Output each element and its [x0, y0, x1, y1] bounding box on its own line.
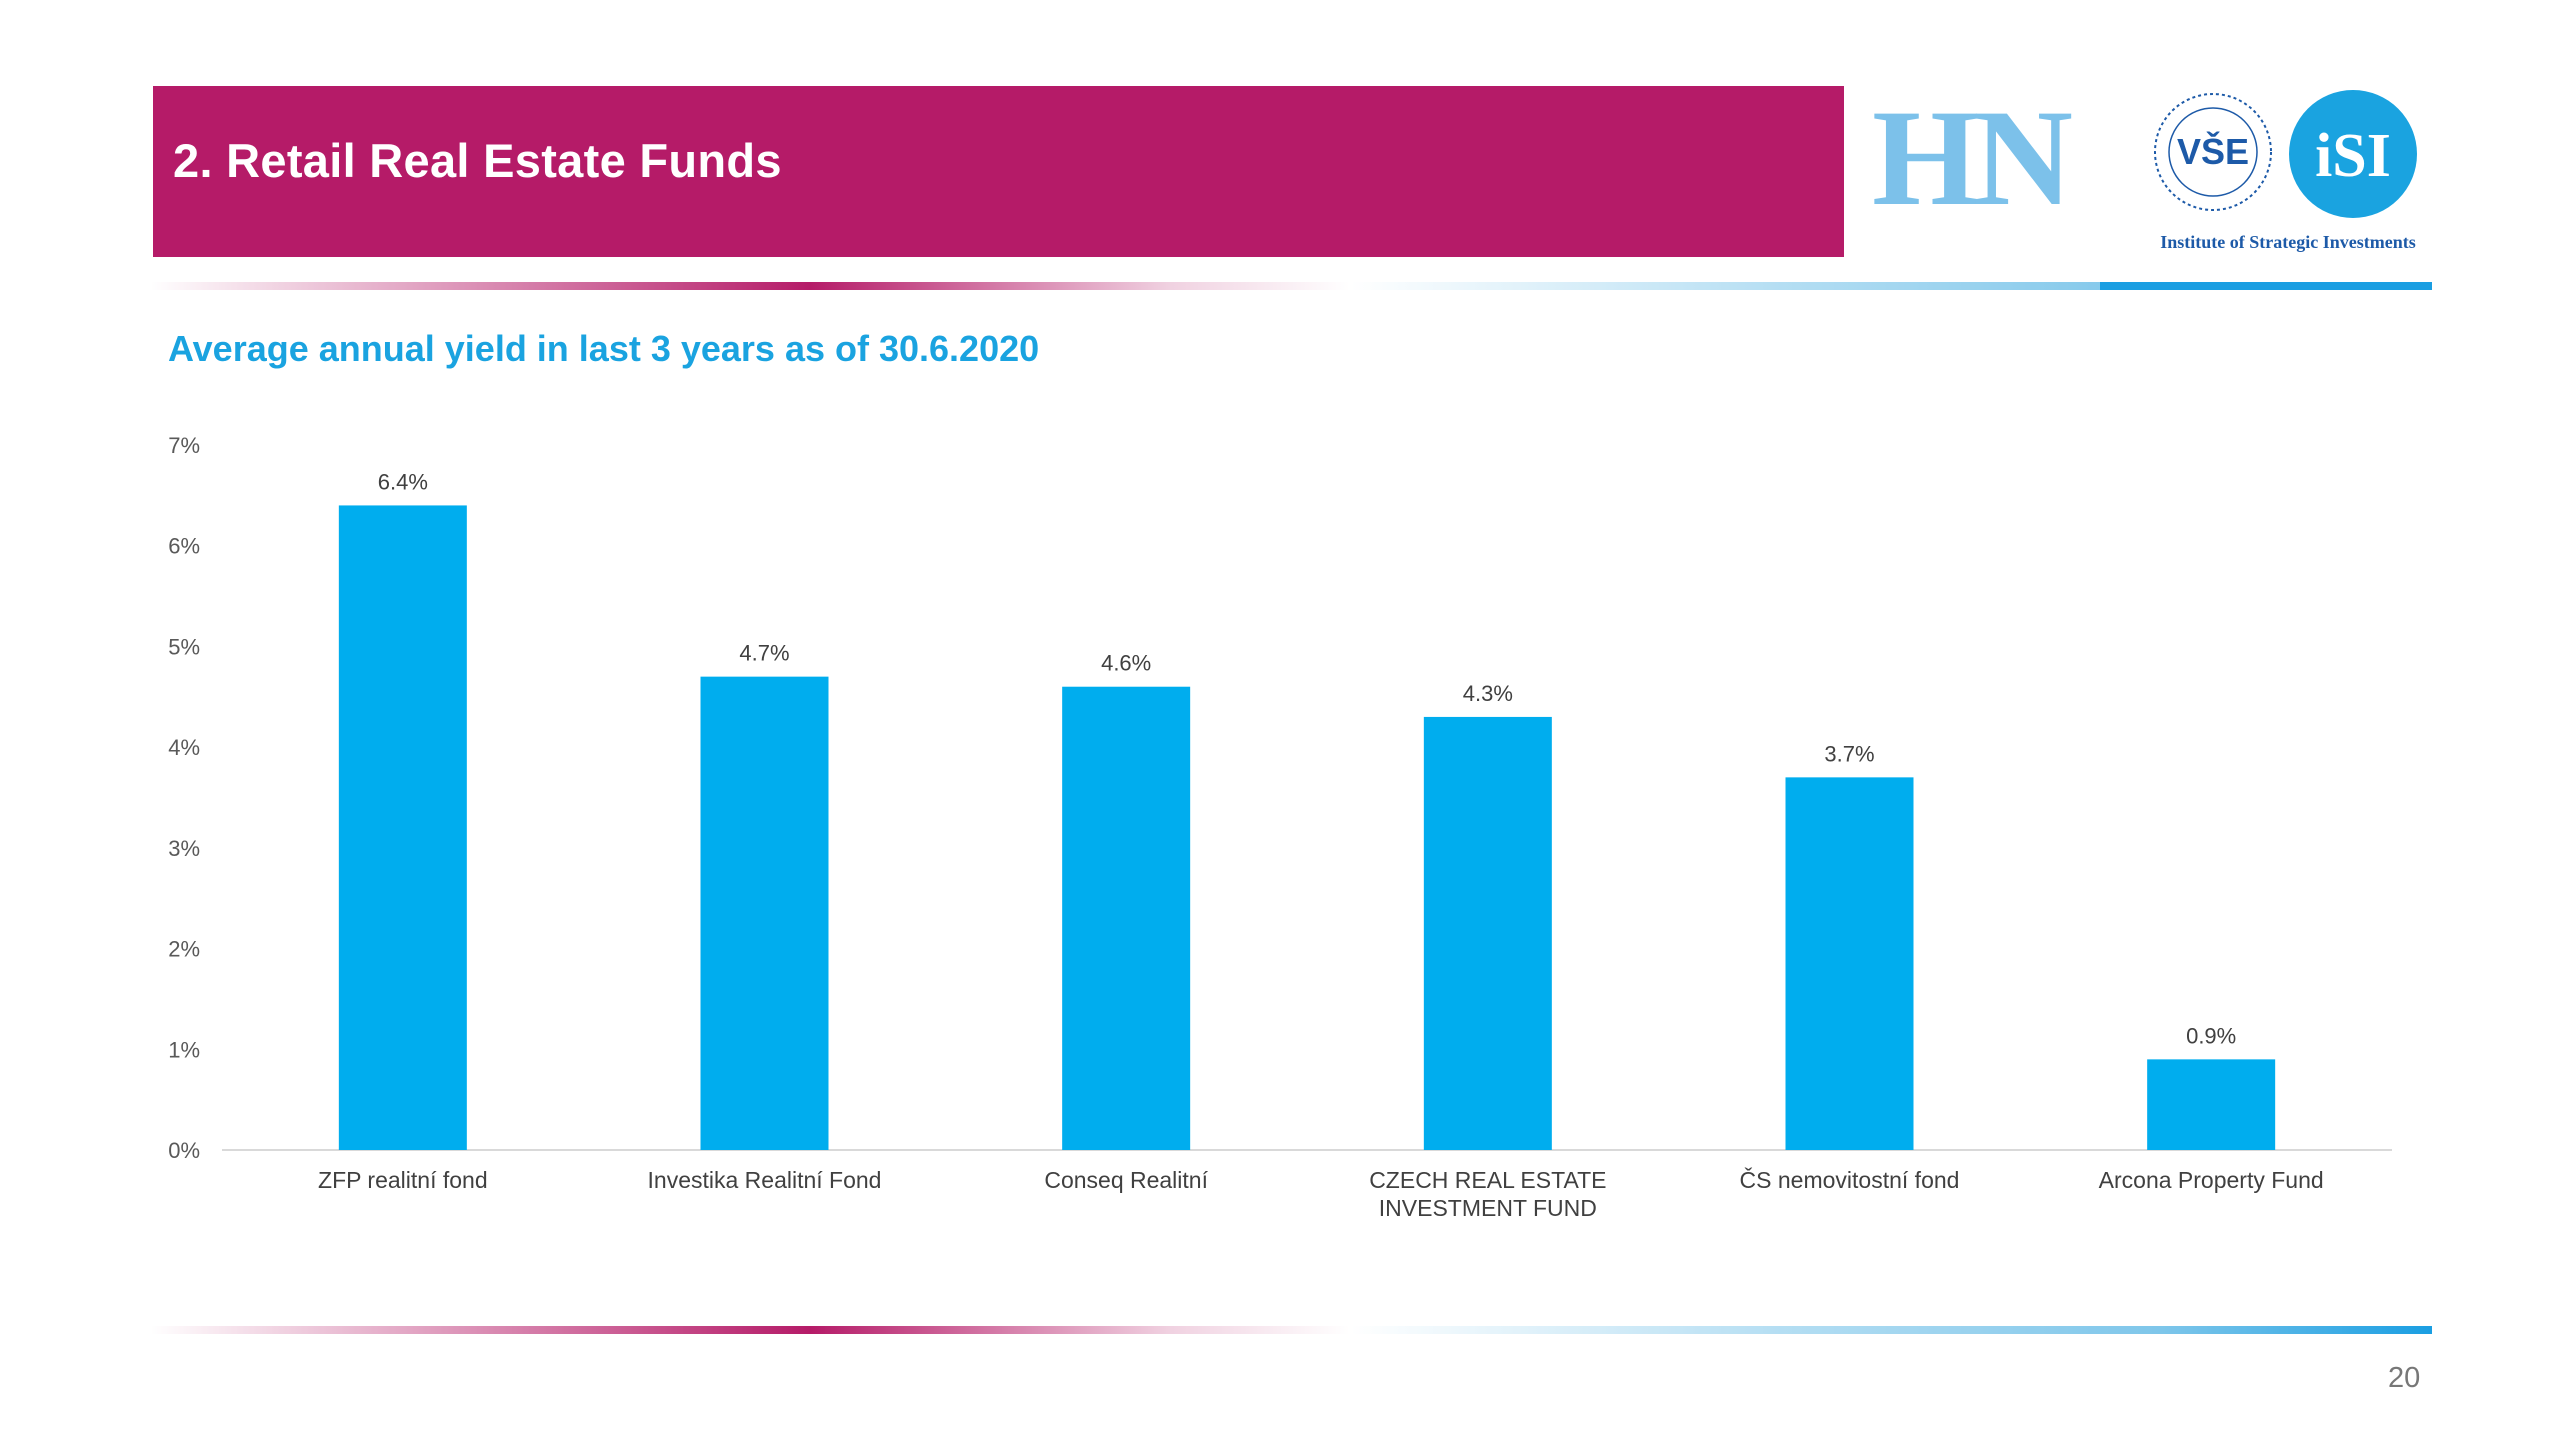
x-tick-label: Investika Realitní Fond: [648, 1167, 882, 1193]
bar: [2147, 1059, 2276, 1150]
isi-circle: [2289, 90, 2417, 218]
bar: [1423, 716, 1552, 1150]
x-tick-label: INVESTMENT FUND: [1379, 1195, 1597, 1221]
y-tick-label: 6%: [168, 534, 200, 559]
data-label: 4.7%: [739, 641, 789, 666]
data-label: 6.4%: [378, 469, 428, 494]
y-tick-label: 3%: [168, 836, 200, 861]
bar-chart: 0% 1% 2% 3% 4% 5% 6% 7% 6.4% ZFP realitní fond 4.…: [168, 433, 2392, 1221]
top-divider-magenta: [150, 282, 1350, 290]
page-number: 20: [2388, 1362, 2421, 1394]
data-label: 3.7%: [1824, 741, 1874, 766]
vse-seal-inner: [2168, 107, 2258, 197]
slide-title: 2. Retail Real Estate Funds: [173, 134, 782, 187]
y-tick-label: 1%: [168, 1037, 200, 1062]
vse-isi-logo-graphic: VŠE iSI: [2154, 90, 2417, 218]
institute-caption: Institute of Strategic Investments: [2160, 232, 2416, 252]
y-tick-label: 5%: [168, 634, 200, 659]
y-tick-label: 0%: [168, 1138, 200, 1163]
top-divider-blue: [1350, 282, 2432, 290]
chart-labels-group: 6.4% ZFP realitní fond 4.7% Investika Reali…: [318, 469, 2324, 1221]
x-tick-label: Conseq Realitní: [1044, 1167, 1208, 1193]
x-tick-label: ZFP realitní fond: [318, 1167, 488, 1193]
bottom-divider-blue: [1350, 1326, 2432, 1334]
x-tick-label: Arcona Property Fund: [2099, 1167, 2324, 1193]
header-band: 2. Retail Real Estate Funds: [153, 86, 1844, 257]
y-tick-label: 2%: [168, 937, 200, 962]
chart-axis-group: 0% 1% 2% 3% 4% 5% 6% 7%: [168, 433, 2392, 1163]
top-divider-blue-solid: [2100, 282, 2432, 290]
y-tick-label: 7%: [168, 433, 200, 458]
bar: [1062, 686, 1191, 1150]
chart-bars-group: [338, 505, 2276, 1150]
vse-seal-ring: [2154, 93, 2272, 211]
data-label: 0.9%: [2186, 1023, 2236, 1048]
x-tick-label: ČS nemovitostní fond: [1740, 1166, 1960, 1193]
bar: [700, 676, 829, 1150]
data-label: 4.3%: [1463, 681, 1513, 706]
vse-isi-logo: VŠE iSI: [2138, 84, 2438, 274]
hn-logo: HN: [1872, 81, 2073, 234]
x-tick-label: CZECH REAL ESTATE: [1369, 1167, 1606, 1193]
data-label: 4.6%: [1101, 651, 1151, 676]
isi-logo-text: iSI: [2315, 122, 2391, 190]
chart-subtitle: Average annual yield in last 3 years as …: [168, 328, 1040, 369]
bar: [1785, 777, 1914, 1150]
bar: [338, 505, 467, 1150]
y-tick-label: 4%: [168, 735, 200, 760]
bottom-divider-magenta: [150, 1326, 1350, 1334]
vse-logo-text: VŠE: [2177, 130, 2249, 172]
